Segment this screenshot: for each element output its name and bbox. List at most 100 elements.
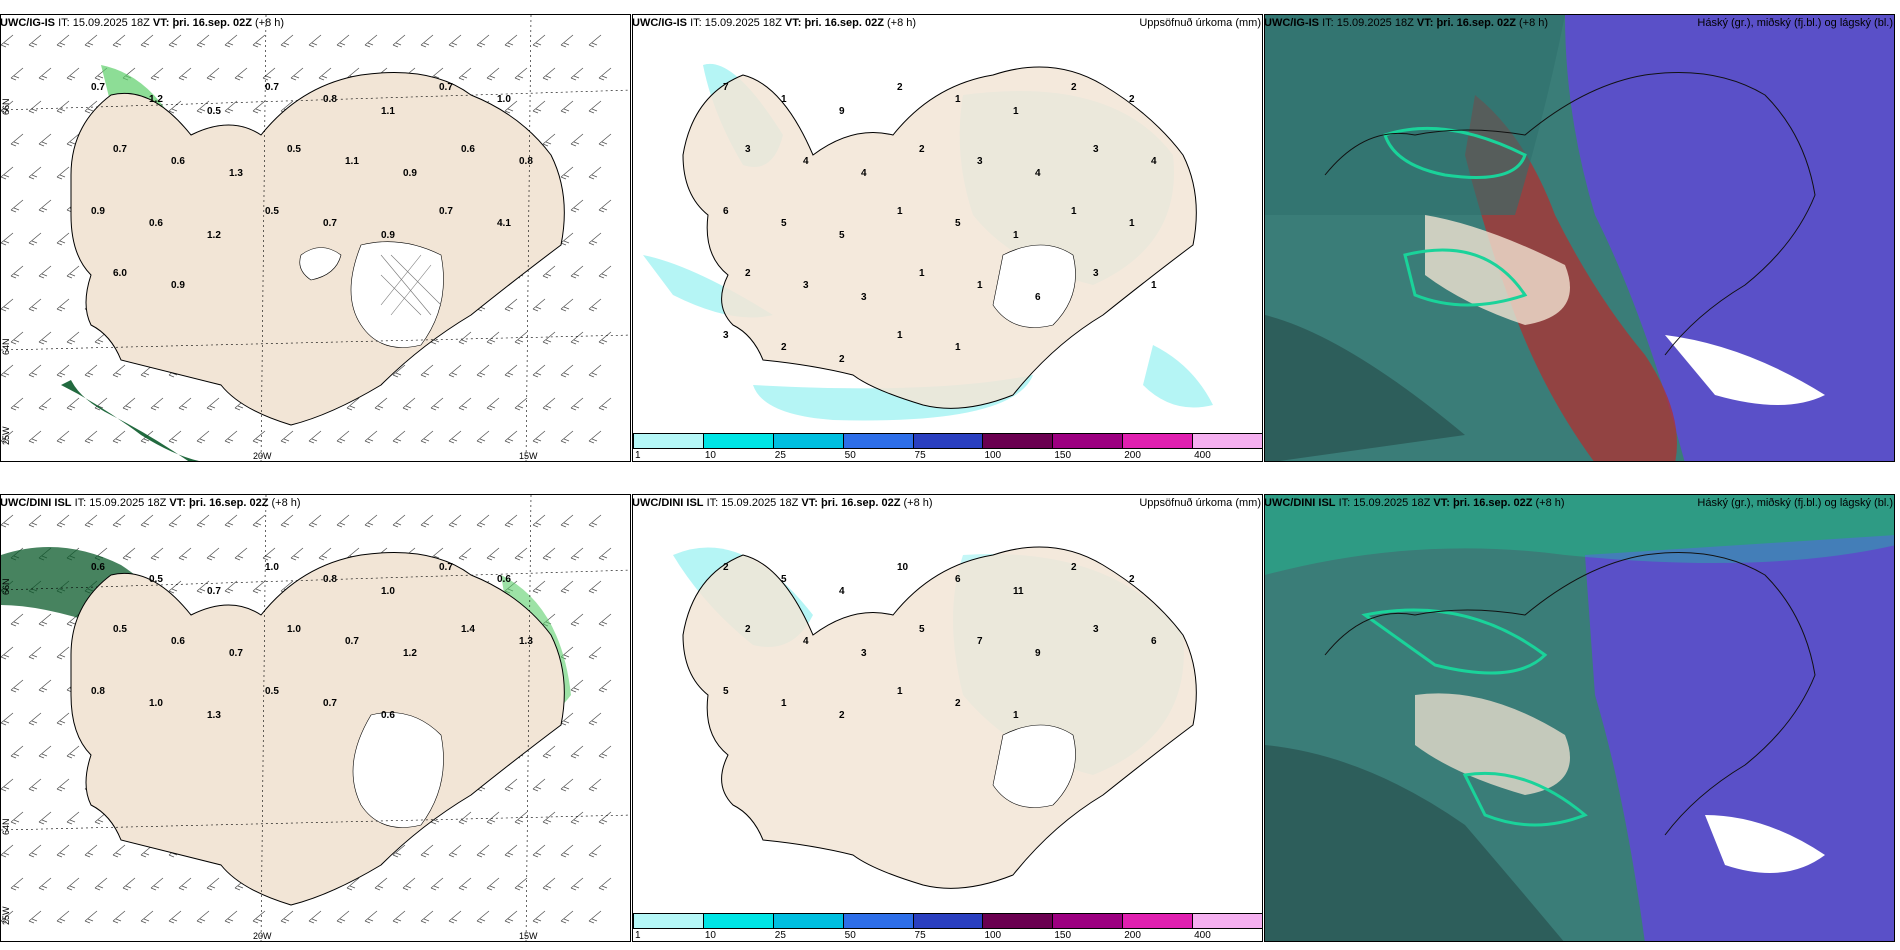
wind-barb [224, 514, 238, 528]
colorbar-tick: 150 [1054, 450, 1072, 461]
wind-barb [374, 877, 388, 891]
map-value-label: 0.7 [265, 82, 279, 93]
map-value-label: 2 [723, 562, 729, 573]
issue-time: 15.09.2025 18Z [72, 17, 150, 29]
wind-barb [262, 547, 276, 561]
wind-barb [504, 298, 518, 312]
panel-header: UWC/DINI ISL IT: 15.09.2025 18Z VT: þri.… [0, 497, 301, 509]
colorbar-cell [912, 433, 984, 449]
wind-barb [122, 397, 136, 411]
model-name: UWC/IG-IS [0, 17, 55, 29]
wind-barb [252, 910, 266, 924]
wind-barb [588, 232, 602, 246]
wind-barb [10, 877, 24, 891]
wind-barb [224, 34, 238, 48]
wind-barb [38, 745, 52, 759]
wind-barb [364, 34, 378, 48]
map-value-label: 0.7 [323, 698, 337, 709]
wind-barb [420, 844, 434, 858]
wind-barb [140, 34, 154, 48]
wind-barb [598, 67, 612, 81]
wind-barb [542, 745, 556, 759]
wind-barb [140, 514, 154, 528]
wind-barb [598, 811, 612, 825]
map-value-label: 0.5 [113, 624, 127, 635]
wind-barb [168, 100, 182, 114]
wind-barb [402, 397, 416, 411]
colorbar-tick: 100 [984, 450, 1002, 461]
map-value-label: 0.7 [113, 144, 127, 155]
map-value-label: 0.6 [381, 710, 395, 721]
wind-barb [336, 34, 350, 48]
wind-barb [560, 34, 574, 48]
wind-barb [1, 298, 14, 312]
wind-barb [1, 910, 14, 924]
map-value-label: 0.6 [461, 144, 475, 155]
wind-barb [570, 199, 584, 213]
wind-barb [514, 547, 528, 561]
wind-barb [458, 547, 472, 561]
wind-barb [374, 397, 388, 411]
wind-barb [514, 67, 528, 81]
map-value-label: 0.7 [91, 82, 105, 93]
map-value-label: 5 [781, 574, 787, 585]
panel-header: UWC/IG-IS IT: 15.09.2025 18Z VT: þri. 16… [1264, 14, 1895, 32]
wind-barb [10, 67, 24, 81]
lat-label-66n: 66N [1, 98, 11, 115]
wind-barb [206, 877, 220, 891]
wind-barb [1, 34, 14, 48]
map-value-label: 0.7 [229, 648, 243, 659]
wind-barb [112, 514, 126, 528]
wind-barb [308, 430, 322, 444]
wind-barb [598, 547, 612, 561]
map-value-label: 0.6 [91, 562, 105, 573]
wind-barb [448, 364, 462, 378]
wind-barb [94, 877, 108, 891]
map-value-label: 1 [897, 330, 903, 341]
wind-barb [542, 265, 556, 279]
map-value-label: 1.3 [229, 168, 243, 179]
map-value-label: 0.5 [207, 106, 221, 117]
precip-values: 7 1 9 2 1 1 2 2 3 4 4 2 3 4 3 4 6 5 5 1 5 1 1 1 2 3 3 1 1 6 3 1 3 2 2 1 1 [723, 82, 1157, 365]
map-value-label: 0.8 [323, 94, 337, 105]
wind-barb [1, 232, 14, 246]
wind-barb [252, 514, 266, 528]
colorbar-cell [772, 913, 844, 929]
wind-barb [532, 844, 546, 858]
map-value-label: 0.9 [91, 206, 105, 217]
wind-barb [150, 547, 164, 561]
wind-barb [532, 100, 546, 114]
panel-header: UWC/DINI ISL IT: 15.09.2025 18Z VT: þri.… [1264, 497, 1893, 509]
wind-barb [458, 877, 472, 891]
map-value-label: 1.3 [519, 636, 533, 647]
wind-barb [28, 364, 42, 378]
wind-barb [570, 745, 584, 759]
svg-text:25W: 25W [1, 906, 11, 925]
wind-barb [448, 844, 462, 858]
wind-barb [112, 34, 126, 48]
map-value-label: 0.7 [207, 586, 221, 597]
wind-barb [486, 67, 500, 81]
wind-barb [290, 67, 304, 81]
map-value-label: 1 [1013, 106, 1019, 117]
colorbar-tick: 1 [635, 450, 641, 461]
wind-barb [486, 547, 500, 561]
wind-barb [570, 331, 584, 345]
wind-barb [84, 100, 98, 114]
wind-barb [252, 430, 266, 444]
map-value-label: 1.3 [207, 710, 221, 721]
map-value-label: 0.9 [171, 280, 185, 291]
wind-barb [504, 910, 518, 924]
colorbar-tick: 200 [1124, 450, 1141, 461]
wind-barb [588, 910, 602, 924]
wind-barb [1, 712, 14, 726]
wind-barb [262, 67, 276, 81]
wind-barb [570, 133, 584, 147]
colorbar-tick: 100 [984, 930, 1002, 941]
wind-barb [280, 910, 294, 924]
wind-barb [38, 397, 52, 411]
wind-barb [504, 778, 518, 792]
map-value-label: 0.8 [323, 574, 337, 585]
map-value-label: 7 [723, 82, 729, 93]
